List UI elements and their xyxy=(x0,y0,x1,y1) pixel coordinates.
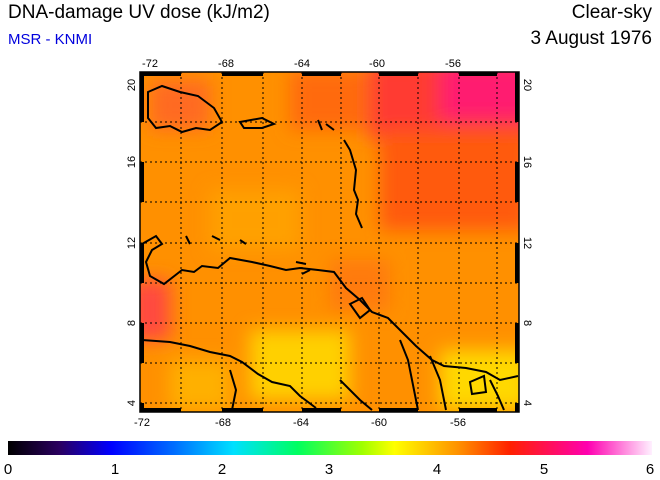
lon-ticks-top: -72 -68 -64 -60 -56 xyxy=(142,58,461,70)
colorbar-label: 3 xyxy=(325,461,333,478)
lat-tick-right: 4 xyxy=(521,400,533,406)
lon-tick-top: -64 xyxy=(294,58,310,70)
lon-tick-bottom: -68 xyxy=(215,417,231,429)
lat-tick-left: 12 xyxy=(126,237,138,249)
colorbar-label: 6 xyxy=(646,461,654,478)
map-title: DNA-damage UV dose (kJ/m2) xyxy=(8,2,270,23)
lat-tick-left: 20 xyxy=(126,79,138,91)
lat-ticks-left: 4 8 12 16 20 xyxy=(126,79,138,406)
lat-tick-right: 16 xyxy=(521,156,533,168)
lon-tick-bottom: -72 xyxy=(134,417,150,429)
lon-tick-top: -56 xyxy=(445,58,461,70)
sky-condition: Clear-sky xyxy=(571,2,652,23)
lat-tick-right: 20 xyxy=(521,79,533,91)
source-label: MSR - KNMI xyxy=(8,31,93,48)
dose-field xyxy=(140,72,519,412)
map-frame xyxy=(139,71,520,413)
colorbar-label: 5 xyxy=(540,461,548,478)
coastlines xyxy=(141,84,519,411)
colorbar-label: 1 xyxy=(111,461,119,478)
colorbar-gradient xyxy=(8,441,652,455)
colorbar: 0 1 2 3 4 5 6 xyxy=(4,441,654,478)
colorbar-label: 4 xyxy=(433,461,441,478)
colorbar-label: 2 xyxy=(218,461,226,478)
lon-tick-top: -72 xyxy=(142,58,158,70)
lon-tick-top: -60 xyxy=(369,58,385,70)
lat-tick-left: 4 xyxy=(126,400,138,406)
lat-ticks-right: 4 8 12 16 20 xyxy=(521,79,533,406)
date-label: 3 August 1976 xyxy=(530,28,653,49)
lat-tick-right: 12 xyxy=(521,237,533,249)
lon-tick-bottom: -64 xyxy=(293,417,309,429)
lon-tick-top: -68 xyxy=(218,58,234,70)
lon-ticks-bottom: -72 -68 -64 -60 -56 xyxy=(134,417,466,429)
lat-tick-left: 8 xyxy=(126,320,138,326)
colorbar-label: 0 xyxy=(4,461,12,478)
graticule xyxy=(140,72,519,412)
lat-tick-left: 16 xyxy=(126,156,138,168)
lat-tick-right: 8 xyxy=(521,320,533,326)
lon-tick-bottom: -60 xyxy=(371,417,387,429)
lon-tick-bottom: -56 xyxy=(450,417,466,429)
